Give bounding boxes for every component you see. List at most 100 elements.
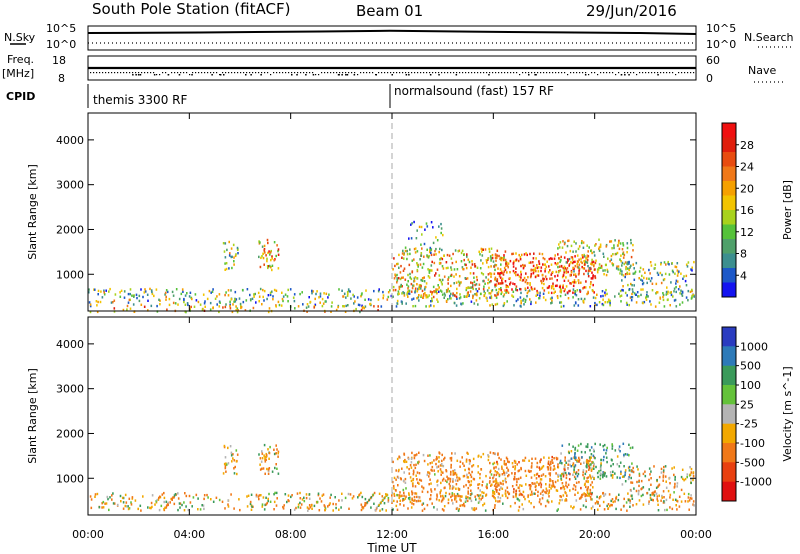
echo-cell xyxy=(626,262,628,266)
echo-cell xyxy=(216,295,218,298)
echo-cell xyxy=(109,496,111,499)
echo-cell xyxy=(546,465,549,469)
echo-cell xyxy=(177,508,179,512)
nave-dot xyxy=(246,72,248,74)
echo-cell xyxy=(557,479,559,482)
echo-cell xyxy=(102,506,105,509)
echo-cell xyxy=(659,271,662,275)
echo-cell xyxy=(530,274,532,278)
echo-cell xyxy=(586,477,588,480)
echo-cell xyxy=(617,498,620,502)
echo-cell xyxy=(560,291,562,294)
echo-cell xyxy=(574,292,576,296)
echo-cell xyxy=(624,273,627,276)
echo-cell xyxy=(621,288,623,292)
echo-cell xyxy=(594,268,596,271)
echo-cell xyxy=(275,491,278,495)
echo-cell xyxy=(406,250,408,253)
echo-cell xyxy=(303,499,306,503)
echo-cell xyxy=(575,275,577,278)
echo-cell xyxy=(291,494,293,497)
echo-cell xyxy=(376,506,378,509)
echo-cell xyxy=(606,504,608,508)
echo-cell xyxy=(360,295,362,298)
echo-cell xyxy=(353,295,355,298)
echo-cell xyxy=(227,446,229,450)
echo-cell xyxy=(234,465,236,469)
echo-cell xyxy=(266,257,268,260)
echo-cell xyxy=(428,294,430,297)
echo-cell xyxy=(574,485,577,488)
echo-cell xyxy=(506,490,509,494)
echo-cell xyxy=(447,282,449,285)
echo-cell xyxy=(592,461,594,464)
echo-cell xyxy=(482,262,484,265)
echo-cell xyxy=(204,300,206,303)
echo-cell xyxy=(417,265,419,268)
echo-cell xyxy=(416,471,419,474)
echo-cell xyxy=(470,489,472,492)
echo-cell xyxy=(677,288,680,291)
nave-dot xyxy=(223,74,225,76)
echo-cell xyxy=(496,256,498,259)
echo-cell xyxy=(447,477,450,480)
echo-cell xyxy=(533,268,535,272)
beam-title: Beam 01 xyxy=(356,2,423,20)
echo-cell xyxy=(443,456,446,460)
echo-cell xyxy=(283,504,285,507)
echo-cell xyxy=(467,467,470,470)
echo-cell xyxy=(594,442,596,446)
echo-cell xyxy=(574,455,576,458)
echo-cell xyxy=(667,262,669,265)
echo-cell xyxy=(564,288,566,291)
echo-cell xyxy=(624,473,626,477)
echo-cell xyxy=(501,473,504,476)
echo-cell xyxy=(539,498,541,501)
nave-dot xyxy=(279,72,281,74)
echo-cell xyxy=(445,266,448,270)
echo-cell xyxy=(95,300,98,303)
echo-cell xyxy=(173,502,176,506)
echo-cell xyxy=(410,237,413,240)
echo-cell xyxy=(603,508,606,511)
echo-cell xyxy=(165,295,167,299)
echo-cell xyxy=(149,506,151,510)
echo-cell xyxy=(305,493,308,496)
echo-cell xyxy=(263,263,265,266)
echo-cell xyxy=(574,452,576,455)
echo-cell xyxy=(493,473,495,477)
echo-cell xyxy=(230,454,233,457)
echo-cell xyxy=(675,282,677,285)
echo-cell xyxy=(489,480,491,483)
echo-cell xyxy=(460,251,463,255)
nave-dot xyxy=(120,72,122,74)
echo-cell xyxy=(392,508,394,511)
echo-cell xyxy=(424,291,426,295)
echo-cell xyxy=(575,242,577,245)
echo-cell xyxy=(597,508,599,511)
echo-cell xyxy=(398,266,400,269)
echo-cell xyxy=(158,508,161,512)
y-tick-label: 1000 xyxy=(56,268,84,281)
echo-cell xyxy=(610,503,612,507)
echo-cell xyxy=(523,495,525,498)
echo-cell xyxy=(524,456,527,460)
echo-cell xyxy=(233,467,235,470)
echo-cell xyxy=(559,459,562,463)
nave-dot xyxy=(666,72,668,74)
freq-label-line1: Freq. xyxy=(7,53,34,66)
echo-cell xyxy=(131,496,134,499)
echo-cell xyxy=(465,495,467,498)
echo-cell xyxy=(270,266,272,269)
echo-cell xyxy=(612,473,614,477)
echo-cell xyxy=(577,472,580,476)
echo-cell xyxy=(473,507,476,510)
echo-cell xyxy=(518,253,520,257)
echo-cell xyxy=(267,472,270,475)
echo-cell xyxy=(112,502,115,505)
echo-cell xyxy=(469,290,472,293)
echo-cell xyxy=(194,293,197,296)
echo-cell xyxy=(540,266,543,269)
echo-cell xyxy=(669,482,671,485)
echo-cell xyxy=(458,284,461,287)
